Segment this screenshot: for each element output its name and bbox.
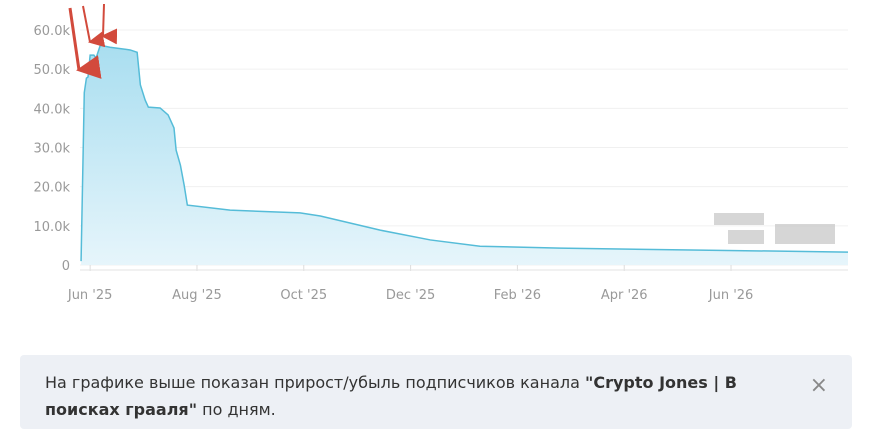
area-fill bbox=[81, 45, 848, 266]
x-tick-label: Feb '26 bbox=[494, 288, 541, 303]
notice-text-part: На графике выше показан прирост/убыль по… bbox=[45, 373, 585, 392]
chart: 0 10.0k 20.0k 30.0k 40.0k 50.0k 60.0k Jun '25 Au… bbox=[34, 3, 849, 303]
close-button[interactable]: × bbox=[809, 373, 828, 398]
blurred-label bbox=[714, 213, 835, 244]
x-tick-label: Oct '25 bbox=[280, 288, 327, 303]
x-tick-label: Dec '25 bbox=[386, 288, 435, 303]
y-tick-label: 10.0k bbox=[34, 220, 71, 235]
y-tick-label: 40.0k bbox=[34, 102, 71, 117]
notice: На графике выше показан прирост/убыль по… bbox=[20, 355, 852, 429]
y-tick-label: 50.0k bbox=[34, 63, 71, 78]
x-tick-label: Aug '25 bbox=[172, 288, 222, 303]
notice-text-part: по дням. bbox=[197, 400, 276, 419]
annotation-arrows bbox=[68, 3, 118, 79]
x-tick-label: Apr '26 bbox=[601, 288, 648, 303]
x-tick-label: Jun '26 bbox=[708, 288, 754, 303]
y-tick-label: 0 bbox=[62, 259, 70, 274]
y-tick-label: 20.0k bbox=[34, 181, 71, 196]
y-tick-label: 60.0k bbox=[34, 24, 71, 39]
x-tick-label: Jun '25 bbox=[67, 288, 113, 303]
channel-name: "Crypto Jones | В поисках грааля" bbox=[45, 373, 737, 419]
y-tick-label: 30.0k bbox=[34, 142, 71, 157]
area-line bbox=[80, 44, 849, 262]
notice-text: На графике выше показан прирост/убыль по… bbox=[45, 369, 785, 423]
